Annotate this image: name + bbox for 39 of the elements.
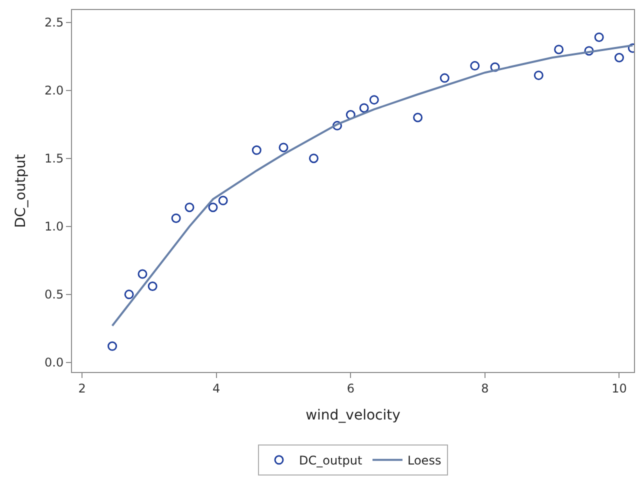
point (490, 62, 500, 72)
point (534, 70, 544, 80)
y-tick-label: 0.0 (44, 356, 64, 370)
point (440, 73, 450, 83)
point (208, 202, 218, 212)
point (584, 46, 594, 56)
point (594, 32, 604, 42)
point (108, 341, 118, 351)
point (218, 196, 228, 206)
point (138, 269, 148, 279)
point (369, 95, 379, 105)
point (124, 290, 134, 300)
point (308, 154, 318, 164)
point (413, 112, 423, 122)
legend-label: Loess (407, 454, 442, 468)
point (148, 282, 158, 292)
point (184, 202, 194, 212)
y-tick-label: 0.5 (44, 288, 64, 302)
y-tick-label: 1.0 (44, 220, 64, 234)
y-tick-label: 2.0 (44, 83, 64, 98)
point (252, 145, 262, 155)
x-tick-label: 6 (346, 381, 354, 396)
point (278, 142, 288, 152)
x-axis-title: wind_velocity (306, 408, 400, 424)
y-axis-title: DC_output (13, 154, 30, 228)
x-tick-label: 10 (612, 381, 627, 396)
point (470, 61, 480, 71)
point (332, 120, 342, 130)
point (614, 52, 624, 62)
legend-label: DC_output (299, 454, 362, 468)
point (171, 213, 181, 223)
point (554, 44, 564, 54)
x-tick-label: 8 (481, 381, 489, 396)
line-series (111, 44, 634, 327)
point (359, 103, 369, 113)
y-tick-label: 1.5 (44, 152, 64, 166)
y-tick-label: 2.5 (44, 15, 64, 30)
x-tick-label: 4 (212, 381, 220, 396)
x-tick-label: 2 (78, 381, 86, 396)
